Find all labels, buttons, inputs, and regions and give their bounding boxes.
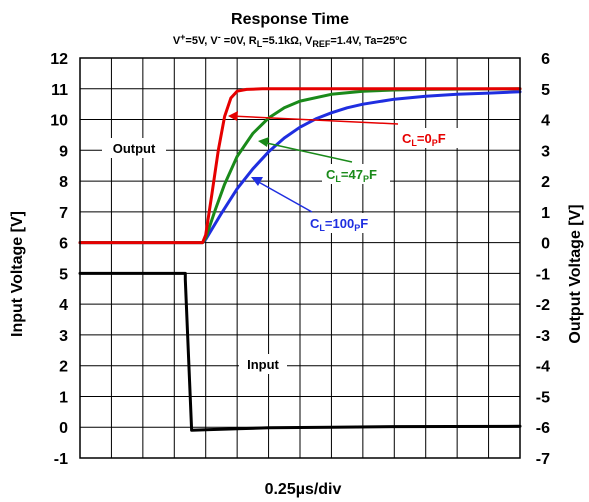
y-tick-right: -7 — [536, 451, 550, 468]
y-tick-right: 6 — [541, 51, 550, 68]
y-tick-right: -2 — [536, 297, 550, 314]
series-line-c-l-100pf — [78, 90, 522, 245]
y-tick-right: 5 — [541, 82, 550, 99]
y-axis-label-left: Input Voltage [V] — [9, 211, 26, 337]
y-tick-left: 12 — [50, 51, 68, 68]
y-tick-left: 0 — [59, 420, 68, 437]
series-line-input — [78, 271, 522, 432]
y-tick-left: 11 — [51, 82, 68, 99]
output-annotation: Output — [102, 138, 166, 158]
y-tick-left: 9 — [59, 143, 68, 160]
y-axis-label-right: Output Voltage [V] — [567, 204, 584, 343]
svg-text:CL=100PF: CL=100PF — [310, 216, 368, 233]
y-tick-right: 4 — [541, 113, 550, 130]
label-cl-47pf: CL=47PF — [258, 137, 390, 184]
input-annotation: Input — [239, 354, 287, 374]
series-line-c-l-0pf — [78, 87, 522, 245]
label-cl-100pf: CL=100PF — [251, 177, 384, 233]
y-tick-right: -1 — [536, 266, 550, 283]
input-label: Input — [247, 357, 279, 372]
grid — [80, 58, 520, 458]
y-tick-left: 5 — [59, 266, 68, 283]
y-tick-left: 2 — [59, 359, 68, 376]
y-tick-right: 3 — [541, 143, 550, 160]
y-tick-right: 2 — [541, 174, 550, 191]
series-group — [78, 87, 522, 432]
y-tick-right: -3 — [536, 328, 550, 345]
chart-title: Response Time — [231, 11, 349, 28]
x-axis-label: 0.25µs/div — [265, 481, 342, 498]
y-tick-left: 3 — [59, 328, 68, 345]
svg-text:CL=0PF: CL=0PF — [402, 131, 446, 148]
y-tick-left: 8 — [59, 174, 68, 191]
y-tick-left: 7 — [59, 205, 68, 222]
svg-text:CL=47PF: CL=47PF — [326, 167, 377, 184]
y-tick-right: -4 — [536, 359, 550, 376]
plot-frame — [79, 57, 521, 459]
y-tick-right: -6 — [536, 420, 550, 437]
y-tick-left: 1 — [59, 389, 68, 406]
y-tick-left: 10 — [50, 113, 68, 130]
y-tick-right: 0 — [541, 236, 550, 253]
label-cl-0pf: CL=0PF — [228, 111, 458, 148]
y-tick-left: 6 — [59, 236, 68, 253]
y-tick-left: 4 — [59, 297, 68, 314]
y-tick-left: -1 — [54, 451, 68, 468]
y-tick-right: 1 — [541, 205, 550, 222]
y-tick-right: -5 — [536, 389, 550, 406]
output-label: Output — [113, 141, 156, 156]
chart-subtitle: V+=5V, V- =0V, RL=5.1kΩ, VREF=1.4V, Ta=2… — [173, 32, 407, 49]
